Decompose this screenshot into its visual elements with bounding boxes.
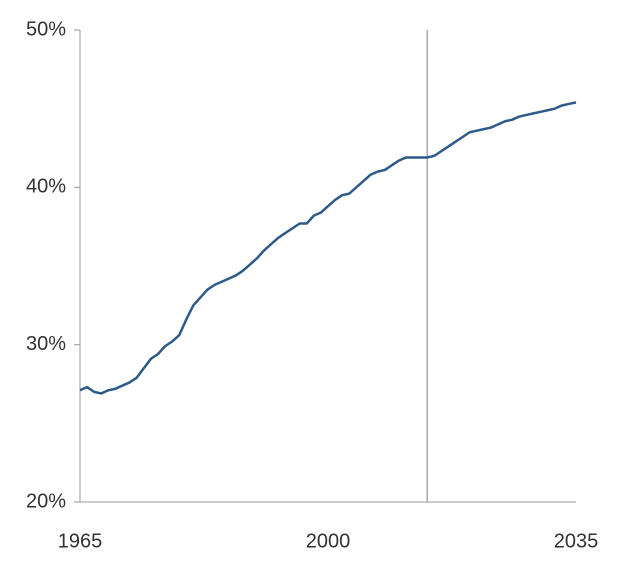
x-tick-label: 2000	[306, 530, 351, 552]
data-line	[79, 101, 577, 395]
x-tick-label: 2035	[554, 530, 599, 552]
y-tick-label: 30%	[26, 333, 66, 355]
y-tick-label: 40%	[26, 176, 66, 198]
y-tick-label: 50%	[26, 18, 66, 40]
x-tick-label: 1965	[58, 530, 103, 552]
y-tick-label: 20%	[26, 490, 66, 512]
